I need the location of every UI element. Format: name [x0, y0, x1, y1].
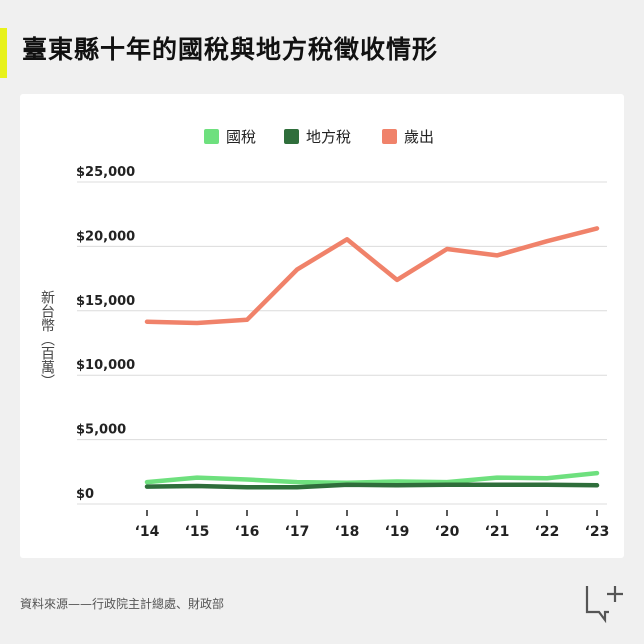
- legend: 國稅 地方稅 歲出: [204, 128, 434, 146]
- x-tick-label: ‘22: [535, 524, 560, 540]
- y-tick-label: $0: [76, 487, 94, 502]
- series-line-1: [144, 482, 600, 490]
- x-tick-label: ‘18: [335, 524, 360, 540]
- legend-label: 歲出: [404, 128, 434, 146]
- page-title: 臺東縣十年的國稅與地方稅徵收情形: [22, 35, 439, 64]
- source-note: 資料來源——行政院主計總處、財政部: [20, 597, 225, 611]
- gridlines: [77, 181, 607, 505]
- y-axis-label: 新台幣（百萬）: [39, 290, 55, 388]
- legend-swatch: [284, 129, 299, 144]
- chart-card: 國稅 地方稅 歲出 $0 $5,000 $10,000 $15,000 $20,000 $25…: [20, 94, 624, 558]
- y-tick-label: $10,000: [76, 358, 135, 373]
- series-line-2: [144, 226, 600, 326]
- y-axis-ticks: $0 $5,000 $10,000 $15,000 $20,000 $25,000: [76, 165, 135, 502]
- x-tick-label: ‘15: [185, 524, 210, 540]
- legend-swatch: [204, 129, 219, 144]
- y-tick-label: $20,000: [76, 229, 135, 244]
- series-line-0: [144, 470, 600, 485]
- x-tick-label: ‘21: [485, 524, 510, 540]
- x-tick-label: ‘16: [235, 524, 260, 540]
- y-tick-label: $15,000: [76, 294, 135, 309]
- legend-swatch: [382, 129, 397, 144]
- line-chart: 國稅 地方稅 歲出 $0 $5,000 $10,000 $15,000 $20,000 $25…: [39, 128, 610, 540]
- x-axis-ticks: ‘14 ‘15 ‘16 ‘17 ‘18 ‘19 ‘20 ‘21 ‘22 ‘23: [135, 510, 610, 540]
- legend-label: 地方稅: [306, 128, 351, 146]
- x-tick-label: ‘23: [585, 524, 610, 540]
- x-tick-label: ‘20: [435, 524, 460, 540]
- y-tick-label: $25,000: [76, 165, 135, 180]
- series-lines: [144, 226, 600, 490]
- x-tick-label: ‘14: [135, 524, 160, 540]
- title-accent-bar: [0, 28, 7, 78]
- brand-logo-icon: [585, 586, 623, 624]
- x-tick-label: ‘19: [385, 524, 410, 540]
- legend-label: 國稅: [226, 128, 256, 146]
- y-tick-label: $5,000: [76, 423, 126, 438]
- x-tick-label: ‘17: [285, 524, 310, 540]
